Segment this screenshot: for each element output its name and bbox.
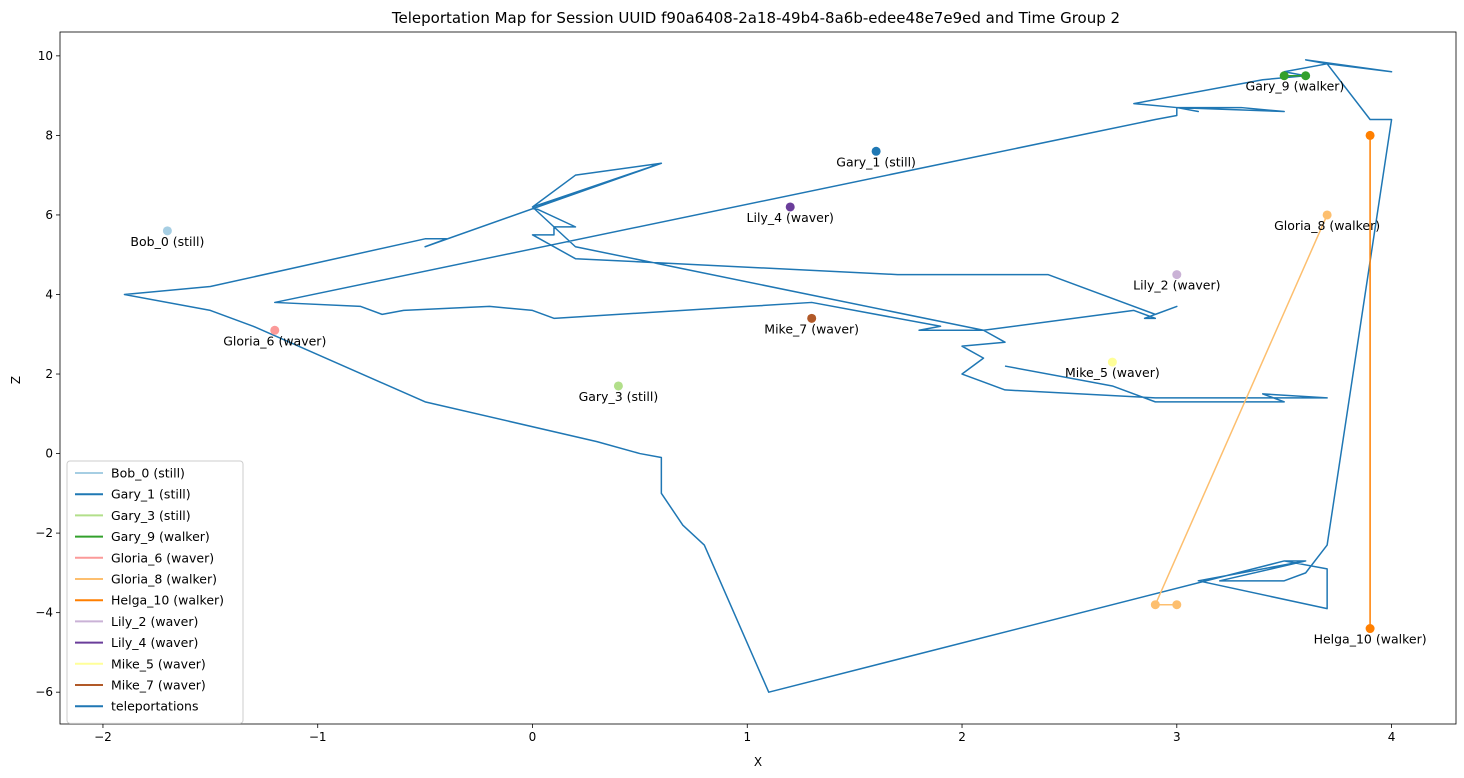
series-point <box>162 226 172 236</box>
plot-frame <box>59 31 1457 725</box>
chart-title: Teleportation Map for Session UUID f90a6… <box>391 9 1120 27</box>
y-tick-label: 2 <box>45 367 53 381</box>
y-tick-label: 6 <box>45 208 53 222</box>
series-point <box>1172 270 1182 280</box>
legend-label: Mike_5 (waver) <box>111 656 206 671</box>
point-annotation: Gloria_8 (walker) <box>1274 218 1380 233</box>
legend-label: Mike_7 (waver) <box>111 678 206 693</box>
y-tick-label: −6 <box>35 685 53 699</box>
series-point <box>871 146 881 156</box>
x-tick-label: 0 <box>529 730 537 744</box>
teleportation-path <box>123 59 1393 693</box>
legend-label: Bob_0 (still) <box>111 466 185 481</box>
series-point <box>270 325 280 335</box>
y-tick-label: 10 <box>38 49 53 63</box>
legend-label: Lily_4 (waver) <box>111 635 198 650</box>
y-tick-label: 8 <box>45 128 53 142</box>
y-tick-label: −4 <box>35 606 53 620</box>
x-tick-label: 1 <box>743 730 751 744</box>
legend-label: Gloria_6 (waver) <box>111 550 214 565</box>
point-annotation: Lily_2 (waver) <box>1133 278 1220 293</box>
series-point <box>1279 71 1289 81</box>
point-annotation: Gloria_6 (waver) <box>223 333 326 348</box>
x-tick-label: −2 <box>94 730 112 744</box>
series-point <box>613 381 623 391</box>
legend-label: teleportations <box>111 699 199 714</box>
legend-label: Helga_10 (walker) <box>111 593 224 608</box>
series-point <box>1365 624 1375 634</box>
point-annotation: Lily_4 (waver) <box>747 210 834 225</box>
series-point <box>1172 600 1182 610</box>
series-point <box>1322 210 1332 220</box>
legend: Bob_0 (still) Gary_1 (still) Gary_3 (still… <box>66 460 244 724</box>
legend-label: Gary_9 (walker) <box>111 529 210 544</box>
x-tick-label: 3 <box>1173 730 1181 744</box>
series-point <box>785 202 795 212</box>
point-annotation: Helga_10 (walker) <box>1314 632 1427 647</box>
y-tick-label: 0 <box>45 447 53 461</box>
y-tick-label: 4 <box>45 287 53 301</box>
point-annotation: Gary_1 (still) <box>836 154 916 169</box>
point-annotation: Mike_5 (waver) <box>1065 365 1160 380</box>
legend-label: Gary_1 (still) <box>111 487 191 502</box>
point-annotation: Gary_3 (still) <box>579 389 659 404</box>
legend-box <box>66 460 244 724</box>
series-point <box>807 313 817 323</box>
series-point <box>1150 600 1160 610</box>
legend-label: Gloria_8 (walker) <box>111 572 217 587</box>
y-axis-label: Z <box>9 376 23 384</box>
legend-label: Gary_3 (still) <box>111 508 191 523</box>
point-annotation: Mike_7 (waver) <box>764 321 859 336</box>
x-axis-label: X <box>754 755 762 769</box>
x-tick-label: 2 <box>958 730 966 744</box>
series-point <box>1107 357 1117 367</box>
plot-area: −2 −1 0 1 2 3 4 −6 −4 −2 0 2 4 6 8 10 Bob_0 (still) Gary_… <box>35 31 1457 744</box>
y-tick-label: −2 <box>35 526 53 540</box>
x-tick-label: −1 <box>309 730 327 744</box>
point-annotation: Gary_9 (walker) <box>1246 79 1345 94</box>
series-point <box>1365 130 1375 140</box>
legend-label: Lily_2 (waver) <box>111 614 198 629</box>
x-tick-label: 4 <box>1388 730 1396 744</box>
point-annotation: Bob_0 (still) <box>130 234 204 249</box>
series-point <box>1301 71 1311 81</box>
